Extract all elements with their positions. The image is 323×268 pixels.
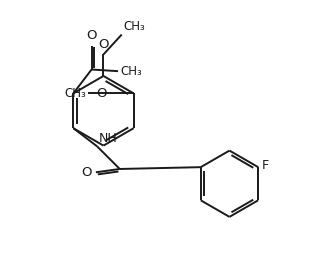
Text: CH₃: CH₃ <box>123 20 145 33</box>
Text: CH₃: CH₃ <box>120 65 142 78</box>
Text: O: O <box>86 29 97 42</box>
Text: CH₃: CH₃ <box>64 87 86 100</box>
Text: F: F <box>262 159 269 172</box>
Text: O: O <box>96 87 107 100</box>
Text: O: O <box>81 166 92 179</box>
Text: NH: NH <box>99 132 118 145</box>
Text: O: O <box>98 38 109 51</box>
